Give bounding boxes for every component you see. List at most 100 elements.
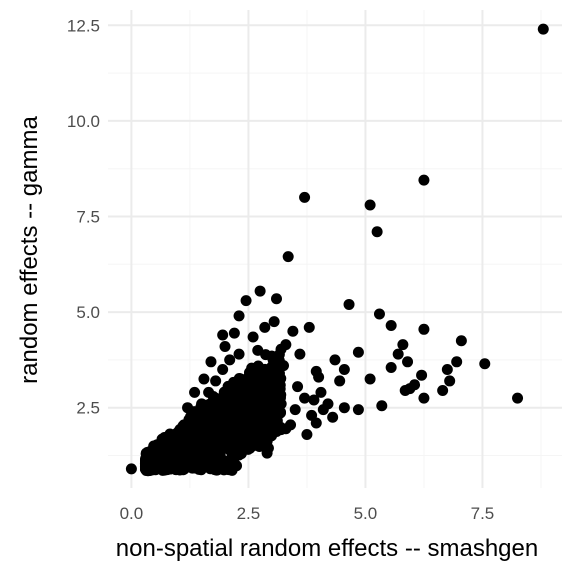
data-point [338, 363, 350, 375]
data-point [313, 371, 325, 383]
data-point [308, 394, 320, 406]
data-point [236, 441, 248, 453]
data-point [249, 439, 261, 451]
data-point [213, 402, 225, 414]
x-tick-label: 2.5 [237, 504, 261, 523]
data-point [271, 372, 283, 384]
data-point [214, 410, 226, 422]
data-point [199, 415, 211, 427]
data-point [182, 442, 194, 454]
data-point [399, 384, 411, 396]
data-point [338, 402, 350, 414]
y-tick-label: 2.5 [76, 399, 100, 418]
y-tick-label: 7.5 [76, 207, 100, 226]
data-point [441, 363, 453, 375]
data-point [198, 373, 210, 385]
y-tick-label: 12.5 [67, 16, 100, 35]
data-point [199, 436, 211, 448]
data-point [397, 339, 409, 351]
data-point [182, 434, 194, 446]
data-point [219, 341, 231, 353]
data-point [210, 375, 222, 387]
data-point [245, 402, 257, 414]
data-point [223, 439, 235, 451]
data-point [125, 463, 137, 475]
data-point [385, 319, 397, 331]
data-point [418, 174, 430, 186]
data-point [254, 285, 266, 297]
data-point [310, 417, 322, 429]
data-point [190, 455, 202, 467]
data-point [230, 393, 242, 405]
data-point [182, 456, 194, 468]
data-point [537, 23, 549, 35]
data-point [211, 464, 223, 476]
data-point [392, 348, 404, 360]
data-point [225, 403, 237, 415]
data-point [373, 308, 385, 320]
data-point [217, 329, 229, 341]
data-point [163, 458, 175, 470]
x-tick-label: 5.0 [354, 504, 378, 523]
data-point [292, 381, 304, 393]
data-point [479, 358, 491, 370]
data-point [255, 429, 267, 441]
data-point [209, 443, 221, 455]
data-point [289, 404, 301, 416]
data-point [262, 442, 274, 454]
data-point [294, 348, 306, 360]
grid-major [108, 10, 562, 488]
data-points [125, 23, 549, 477]
data-point [402, 356, 414, 368]
data-point [233, 348, 245, 360]
data-point [270, 293, 282, 305]
data-point [343, 298, 355, 310]
data-point [327, 411, 339, 423]
data-point [418, 323, 430, 335]
data-point [376, 400, 388, 412]
y-axis-ticks: 2.5 5.0 7.5 10.0 12.5 [67, 16, 100, 417]
data-point [152, 440, 164, 452]
data-point [266, 414, 278, 426]
data-point [258, 377, 270, 389]
data-point [444, 375, 456, 387]
data-point [217, 363, 229, 375]
data-point [240, 295, 252, 307]
data-point [437, 384, 449, 396]
y-tick-label: 5.0 [76, 303, 100, 322]
data-point [451, 356, 463, 368]
data-point [266, 363, 278, 375]
data-point [364, 199, 376, 211]
data-point [299, 191, 311, 203]
data-point [182, 422, 194, 434]
data-point [455, 335, 467, 347]
x-axis-title: non-spatial random effects -- smashgen [116, 535, 538, 562]
data-point [275, 343, 287, 355]
y-tick-label: 10.0 [67, 112, 100, 131]
x-tick-label: 7.5 [471, 504, 495, 523]
y-axis-title: random effects -- gamma [16, 116, 43, 384]
data-point [299, 392, 311, 404]
x-axis-ticks: 0.0 2.5 5.0 7.5 [120, 504, 495, 523]
data-point [303, 321, 315, 333]
data-point [334, 375, 346, 387]
data-point [287, 325, 299, 337]
data-point [267, 387, 279, 399]
data-point [364, 373, 376, 385]
data-point [195, 401, 207, 413]
data-point [371, 226, 383, 238]
data-point [512, 392, 524, 404]
data-point [189, 386, 201, 398]
data-point [152, 460, 164, 472]
data-point [231, 424, 243, 436]
data-point [205, 356, 217, 368]
data-point [259, 321, 271, 333]
data-point [249, 381, 261, 393]
data-point [222, 425, 234, 437]
data-point [243, 427, 255, 439]
data-point [268, 316, 280, 328]
data-point [329, 354, 341, 366]
data-point [250, 365, 262, 377]
data-point [418, 392, 430, 404]
